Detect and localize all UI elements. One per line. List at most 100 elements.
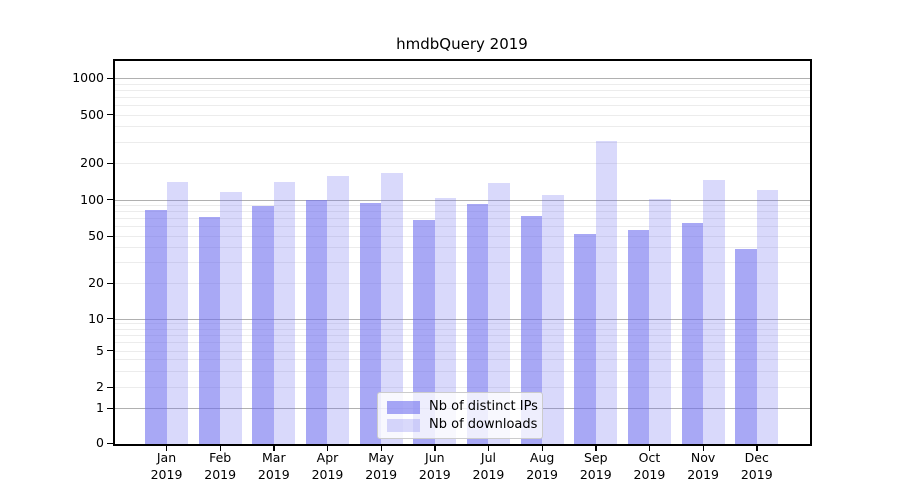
x-tick-year-jul: 2019 [472,466,505,482]
y-tick-20 [107,282,113,284]
bar-nb-of-downloads-oct [649,198,671,444]
x-tick-dec [756,445,758,451]
gridline-y-600 [114,104,810,106]
bar-nb-of-distinct-ips-jan [145,209,167,444]
top-spine [113,59,812,61]
gridline-y-9 [114,323,810,325]
gridline-y-50 [114,236,810,237]
x-tick-label-dec: Dec 2019 [720,450,794,483]
bar-nb-of-distinct-ips-apr [305,199,328,444]
x-tick-label-nov: Nov 2019 [666,450,740,483]
legend: Nb of distinct IPs Nb of downloads [377,392,543,439]
y-tick-200 [107,162,113,165]
x-tick-year-sep: 2019 [579,466,612,482]
y-tick-label-1000: 1000 [72,70,104,85]
bar-nb-of-downloads-jul [488,183,510,444]
legend-label-downloads: Nb of downloads [429,417,538,432]
gridline-y-3 [114,370,810,372]
x-tick-label-may: May 2019 [344,450,418,483]
gridline-y-100 [114,199,810,201]
gridline-y-5 [114,350,810,352]
gridline-y-30 [114,262,810,264]
bar-nb-of-downloads-sep [595,140,618,444]
x-tick-year-aug: 2019 [526,466,559,482]
y-tick-label-200: 200 [80,155,104,171]
gridline-y-400 [114,126,810,128]
x-tick-jul [487,445,490,451]
x-tick-aug [541,445,543,451]
x-tick-year-apr: 2019 [311,466,344,482]
gridline-y-200 [114,163,810,165]
x-tick-label-aug: Aug 2019 [505,450,579,483]
gridline-y-2 [114,387,810,388]
bar-nb-of-downloads-may [381,173,403,444]
bar-nb-of-distinct-ips-sep [574,233,596,444]
gridline-y-300 [114,141,810,143]
y-tick-5 [107,350,113,352]
bottom-spine [113,444,812,446]
x-tick-year-jan: 2019 [150,466,183,482]
gridline-y-6 [114,342,810,344]
y-tick-0 [107,442,113,444]
legend-entry-distinct-ips: Nb of distinct IPs [387,400,538,414]
y-tick-100 [107,199,113,201]
gridline-y-20 [114,283,810,284]
x-tick-mar [273,445,275,451]
y-tick-label-5: 5 [96,342,104,358]
bar-nb-of-downloads-jun [434,198,457,444]
x-tick-feb [219,445,221,451]
legend-swatch-downloads [387,418,420,432]
x-tick-label-jun: Jun 2019 [398,450,472,483]
x-tick-year-feb: 2019 [204,466,237,482]
x-tick-year-nov: 2019 [687,466,719,482]
y-tick-label-500: 500 [80,106,104,122]
bar-nb-of-downloads-jan [166,181,188,444]
y-tick-label-10: 10 [88,310,104,326]
x-tick-label-jan: Jan 2019 [130,450,204,483]
gridline-y-80 [114,211,810,213]
legend-label-distinct-ips: Nb of distinct IPs [429,399,538,414]
legend-swatch-distinct-ips [387,400,420,414]
y-tick-label-2: 2 [96,379,104,394]
y-tick-label-100: 100 [80,191,104,207]
x-tick-label-jul: Jul 2019 [451,450,525,483]
x-tick-label-feb: Feb 2019 [183,450,257,483]
gridline-y-60 [114,226,810,228]
y-tick-10 [107,318,113,320]
bar-nb-of-distinct-ips-jun [413,219,435,444]
bar-nb-of-distinct-ips-aug [520,216,543,444]
x-tick-jan [165,445,168,451]
x-tick-label-oct: Oct 2019 [612,450,686,483]
chart-title: hmdbQuery 2019 [396,35,528,53]
x-tick-may [380,445,382,451]
x-tick-nov [702,445,704,451]
legend-entry-downloads: Nb of downloads [387,418,537,432]
bar-nb-of-distinct-ips-mar [252,205,274,444]
bar-nb-of-downloads-apr [327,175,349,444]
x-tick-jun [434,445,436,451]
plot-area: Nb of distinct IPs Nb of downloads [114,60,810,444]
y-tick-500 [107,114,113,116]
gridline-y-1000 [114,78,810,80]
gridline-y-800 [114,89,810,91]
y-tick-50 [107,235,113,237]
gridline-y-900 [114,83,810,85]
x-tick-apr [326,445,329,451]
x-tick-year-may: 2019 [365,466,398,482]
bar-nb-of-distinct-ips-may [359,203,382,444]
y-tick-1 [107,407,113,409]
left-spine [113,59,115,446]
bar-nb-of-downloads-feb [220,192,242,444]
x-tick-year-dec: 2019 [740,466,773,482]
y-tick-label-20: 20 [88,275,104,290]
gridline-y-90 [114,205,810,207]
x-tick-label-apr: Apr 2019 [290,450,364,483]
gridline-y-500 [114,114,810,116]
gridline-y-7 [114,334,810,336]
x-tick-label-sep: Sep 2019 [559,450,633,483]
x-tick-label-mar: Mar 2019 [237,450,311,483]
gridline-y-40 [114,247,810,249]
y-tick-label-0: 0 [96,435,104,450]
gridline-y-70 [114,218,810,220]
